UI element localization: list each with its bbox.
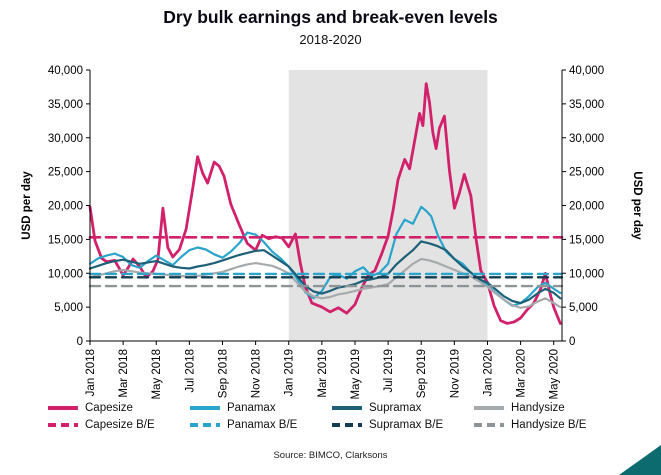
legend-label-handysize: Handysize bbox=[511, 402, 565, 414]
svg-text:Nov 2019: Nov 2019 bbox=[449, 349, 461, 398]
legend-label-capesize-be: Capesize B/E bbox=[85, 419, 155, 431]
legend-item-supramax: Supramax bbox=[332, 402, 474, 414]
supramax-be-dashed-swatch bbox=[332, 423, 362, 427]
svg-text:May 2018: May 2018 bbox=[151, 349, 163, 400]
svg-text:0: 0 bbox=[77, 336, 83, 348]
svg-text:Jul 2019: Jul 2019 bbox=[383, 349, 395, 392]
svg-text:Jan 2018: Jan 2018 bbox=[85, 349, 97, 396]
svg-text:Mar 2020: Mar 2020 bbox=[516, 349, 528, 398]
capesize-be-dashed-swatch bbox=[48, 423, 78, 427]
panamax-be-dashed-swatch bbox=[190, 423, 220, 427]
svg-text:5,000: 5,000 bbox=[54, 302, 83, 314]
svg-text:35,000: 35,000 bbox=[48, 99, 83, 111]
svg-text:35,000: 35,000 bbox=[569, 99, 604, 111]
svg-text:25,000: 25,000 bbox=[48, 167, 83, 179]
svg-text:15,000: 15,000 bbox=[48, 234, 83, 246]
legend-label-supramax-be: Supramax B/E bbox=[369, 419, 444, 431]
svg-text:Mar 2018: Mar 2018 bbox=[118, 349, 130, 398]
svg-text:Jul 2018: Jul 2018 bbox=[184, 349, 196, 392]
svg-text:0: 0 bbox=[569, 336, 575, 348]
legend-item-panamax-be: Panamax B/E bbox=[190, 419, 332, 431]
chart-legend: Capesize Panamax Supramax Handysize Cape… bbox=[48, 402, 616, 431]
chart-subtitle: 2018-2020 bbox=[299, 32, 362, 47]
capesize-line-swatch bbox=[48, 406, 78, 410]
svg-text:Sep 2018: Sep 2018 bbox=[217, 349, 229, 398]
supramax-line-swatch bbox=[332, 406, 362, 410]
svg-text:40,000: 40,000 bbox=[569, 65, 604, 77]
handysize-be-dashed-swatch bbox=[474, 423, 504, 427]
svg-text:15,000: 15,000 bbox=[569, 234, 604, 246]
svg-text:20,000: 20,000 bbox=[48, 201, 83, 213]
svg-text:25,000: 25,000 bbox=[569, 167, 604, 179]
svg-text:Nov 2018: Nov 2018 bbox=[251, 349, 263, 398]
svg-text:10,000: 10,000 bbox=[48, 268, 83, 280]
source-credit: Source: BIMCO, Clarksons bbox=[273, 450, 388, 461]
svg-text:20,000: 20,000 bbox=[569, 201, 604, 213]
legend-item-handysize: Handysize bbox=[474, 402, 616, 414]
legend-item-capesize: Capesize bbox=[48, 402, 190, 414]
legend-label-supramax: Supramax bbox=[369, 402, 422, 414]
bimco-corner-decoration bbox=[619, 445, 661, 475]
handysize-line-swatch bbox=[474, 406, 504, 410]
panamax-line-swatch bbox=[190, 406, 220, 410]
svg-text:Sep 2019: Sep 2019 bbox=[416, 349, 428, 398]
svg-text:USD per day: USD per day bbox=[631, 171, 643, 240]
svg-text:30,000: 30,000 bbox=[569, 133, 604, 145]
svg-text:Jan 2020: Jan 2020 bbox=[482, 349, 494, 396]
svg-text:May 2020: May 2020 bbox=[549, 349, 561, 400]
legend-label-capesize: Capesize bbox=[85, 402, 133, 414]
svg-text:USD per day: USD per day bbox=[21, 171, 33, 240]
svg-text:10,000: 10,000 bbox=[569, 268, 604, 280]
svg-text:Mar 2019: Mar 2019 bbox=[317, 349, 329, 398]
legend-label-handysize-be: Handysize B/E bbox=[511, 419, 587, 431]
svg-text:30,000: 30,000 bbox=[48, 133, 83, 145]
legend-item-handysize-be: Handysize B/E bbox=[474, 419, 616, 431]
legend-label-panamax: Panamax bbox=[227, 402, 276, 414]
legend-label-panamax-be: Panamax B/E bbox=[227, 419, 298, 431]
legend-item-panamax: Panamax bbox=[190, 402, 332, 414]
legend-item-capesize-be: Capesize B/E bbox=[48, 419, 190, 431]
svg-text:Jan 2019: Jan 2019 bbox=[284, 349, 296, 396]
chart-title: Dry bulk earnings and break-even levels bbox=[163, 7, 498, 27]
svg-text:5,000: 5,000 bbox=[569, 302, 598, 314]
legend-item-supramax-be: Supramax B/E bbox=[332, 419, 474, 431]
svg-text:May 2019: May 2019 bbox=[350, 349, 362, 400]
svg-text:40,000: 40,000 bbox=[48, 65, 83, 77]
